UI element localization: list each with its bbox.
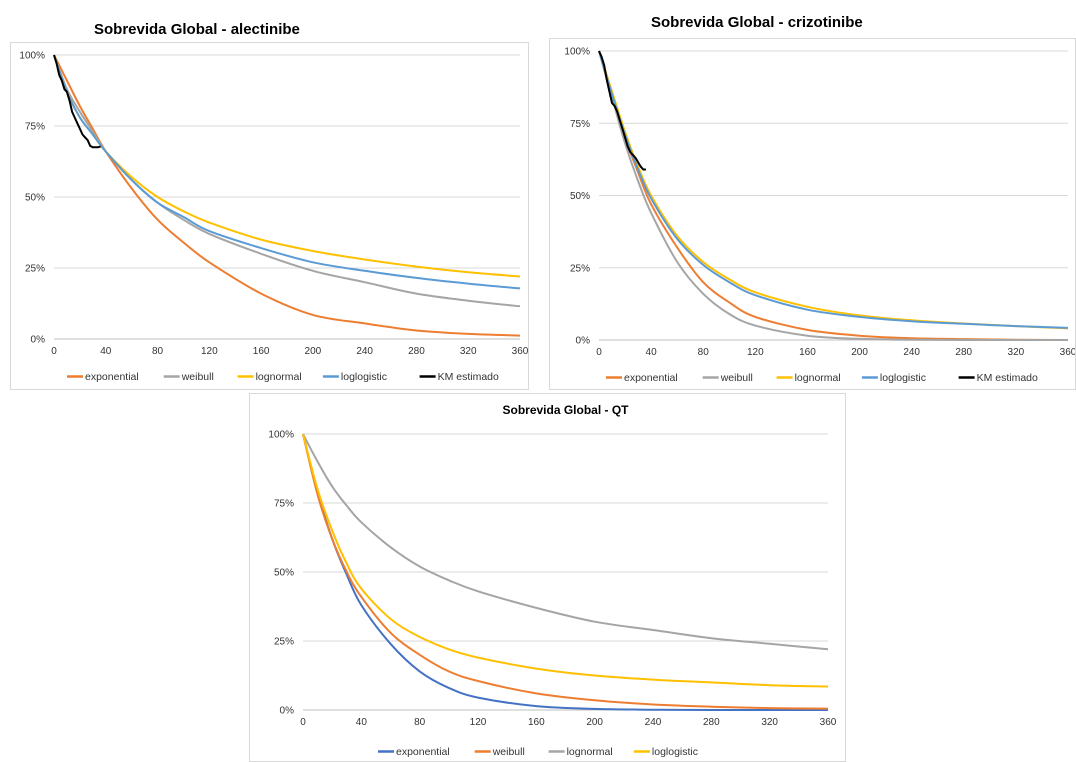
series-line-lognormal	[302, 433, 829, 651]
x-tick-label: 40	[100, 346, 112, 357]
x-tick-label: 320	[460, 346, 477, 357]
legend-item-lognormal: lognormal	[256, 371, 302, 383]
chart-title-alectinibe: Sobrevida Global - alectinibe	[94, 21, 300, 38]
x-tick-label: 360	[512, 346, 528, 357]
x-tick-label: 160	[253, 346, 270, 357]
chart-svg-alectinibe: 0% 25% 50% 75% 100% 0 40 80 120 160 200 240 280 320 36…	[19, 51, 528, 384]
x-tick-label: 320	[761, 717, 778, 728]
legend-item-loglogistic: loglogistic	[652, 746, 698, 758]
x-tick-label: 320	[1008, 347, 1025, 358]
x-tick-label: 160	[528, 717, 545, 728]
chart-svg-qt: Sobrevida Global - QT 0% 25% 50% 75% 100% 0 40 8…	[268, 403, 837, 758]
series-line-loglogistic	[53, 54, 521, 290]
x-tick-label: 120	[470, 717, 487, 728]
y-tick-label: 75%	[570, 119, 590, 130]
legend-item-loglogistic: loglogistic	[341, 371, 387, 383]
series-line-weibull	[302, 433, 829, 710]
y-tick-label: 75%	[25, 122, 45, 133]
legend-item-weibull: weibull	[720, 372, 753, 384]
series-line-lognormal	[598, 50, 1069, 330]
series-line-weibull	[53, 54, 521, 308]
y-tick-label: 0%	[576, 336, 591, 347]
x-tick-label: 80	[152, 346, 164, 357]
series-line-lognormal	[53, 54, 521, 278]
series-line-loglogistic	[598, 50, 1069, 329]
x-tick-label: 360	[820, 717, 837, 728]
y-tick-label: 25%	[570, 263, 590, 274]
legend-item-exponential: exponential	[396, 746, 450, 758]
legend-item-weibull: weibull	[181, 371, 214, 383]
x-tick-label: 120	[747, 347, 764, 358]
legend-item-weibull: weibull	[492, 746, 525, 758]
x-tick-label: 280	[955, 347, 972, 358]
y-tick-label: 100%	[268, 430, 294, 441]
chart-title: Sobrevida Global - QT	[502, 403, 629, 417]
x-tick-label: 120	[201, 346, 218, 357]
x-tick-label: 360	[1060, 347, 1075, 358]
y-tick-label: 50%	[25, 193, 45, 204]
legend-item-exponential: exponential	[624, 372, 678, 384]
y-tick-label: 75%	[274, 499, 294, 510]
chart-svg-crizotinibe: 0% 25% 50% 75% 100% 0 40 80 120 160 200 240 280 320 36…	[564, 47, 1075, 385]
x-tick-label: 0	[300, 717, 306, 728]
series-line-km-estimado	[598, 50, 646, 171]
x-tick-label: 200	[305, 346, 322, 357]
y-tick-label: 100%	[564, 47, 590, 58]
legend-item-exponential: exponential	[85, 371, 139, 383]
series-line-weibull	[598, 50, 1068, 341]
x-tick-label: 240	[903, 347, 920, 358]
x-tick-label: 80	[698, 347, 710, 358]
legend-item-km-estimado: KM estimado	[438, 371, 499, 383]
legend-item-km-estimado: KM estimado	[977, 372, 1038, 384]
y-tick-label: 25%	[274, 637, 294, 648]
series-line-exponential	[53, 54, 521, 337]
chart-panel-qt: Sobrevida Global - QT 0% 25% 50% 75% 100% 0 40 8…	[249, 393, 846, 762]
x-tick-label: 280	[408, 346, 425, 357]
x-tick-label: 40	[356, 717, 368, 728]
x-tick-label: 0	[596, 347, 602, 358]
legend-item-lognormal: lognormal	[567, 746, 613, 758]
series-line-loglogistic	[302, 433, 829, 688]
y-tick-label: 50%	[570, 191, 590, 202]
x-tick-label: 80	[414, 717, 426, 728]
x-tick-label: 200	[851, 347, 868, 358]
y-tick-label: 50%	[274, 568, 294, 579]
x-tick-label: 280	[703, 717, 720, 728]
x-tick-label: 240	[645, 717, 662, 728]
legend-item-lognormal: lognormal	[795, 372, 841, 384]
x-tick-label: 200	[586, 717, 603, 728]
x-tick-label: 160	[799, 347, 816, 358]
legend-item-loglogistic: loglogistic	[880, 372, 926, 384]
series-line-km-estimado	[53, 54, 101, 149]
y-tick-label: 0%	[31, 335, 46, 346]
x-tick-label: 240	[356, 346, 373, 357]
y-tick-label: 0%	[280, 706, 295, 717]
x-tick-label: 40	[646, 347, 658, 358]
y-tick-label: 25%	[25, 264, 45, 275]
y-tick-label: 100%	[19, 51, 45, 62]
x-tick-label: 0	[51, 346, 57, 357]
chart-panel-crizotinibe: 0% 25% 50% 75% 100% 0 40 80 120 160 200 240 280 320 36…	[549, 38, 1076, 390]
chart-panel-alectinibe: 0% 25% 50% 75% 100% 0 40 80 120 160 200 240 280 320 36…	[10, 42, 529, 390]
chart-title-crizotinibe: Sobrevida Global - crizotinibe	[651, 14, 863, 31]
